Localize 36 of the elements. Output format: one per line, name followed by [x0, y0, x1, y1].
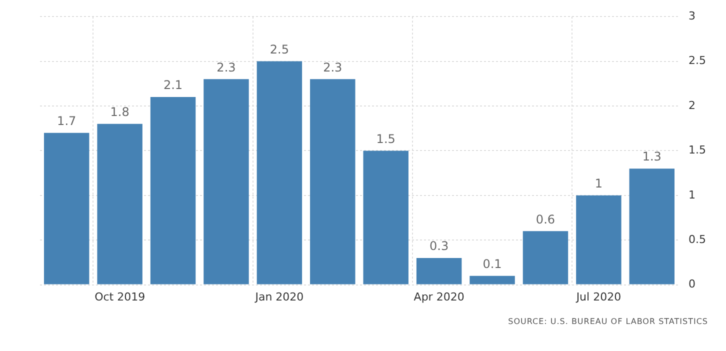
y-tick-label: 2 — [688, 98, 696, 112]
bar — [150, 97, 196, 284]
bar — [204, 79, 249, 284]
data-label: 1.8 — [110, 105, 130, 120]
bar — [576, 195, 622, 284]
data-label: 2.3 — [216, 60, 236, 74]
y-tick-label: 1.5 — [688, 144, 706, 157]
data-label: 0.6 — [536, 212, 556, 226]
data-label: 1.7 — [57, 114, 76, 128]
bar — [416, 258, 462, 284]
y-tick-label: 1 — [688, 188, 696, 202]
data-label: 1.5 — [376, 132, 396, 146]
bar — [363, 150, 408, 284]
x-tick-label: Oct 2019 — [94, 290, 146, 304]
x-tick-label: Jul 2020 — [575, 290, 622, 304]
bar — [522, 231, 568, 284]
bar — [310, 79, 356, 284]
bar — [256, 61, 302, 284]
x-tick-label: Apr 2020 — [414, 290, 464, 304]
x-tick-label: Jan 2020 — [254, 290, 304, 304]
data-label: 2.5 — [270, 42, 289, 56]
y-tick-label: 0 — [688, 278, 696, 291]
bar — [629, 168, 675, 284]
data-label: 1.3 — [642, 150, 662, 164]
y-tick-label: 3 — [688, 9, 696, 22]
data-label: 0.1 — [482, 256, 502, 271]
data-label: 1 — [594, 176, 603, 191]
y-tick-label: 2.5 — [688, 54, 706, 68]
data-label: 0.3 — [430, 239, 449, 254]
bar — [470, 276, 515, 284]
bar — [44, 132, 90, 284]
bar — [97, 124, 142, 284]
source-note: SOURCE: U.S. BUREAU OF LABOR STATISTICS — [508, 317, 708, 326]
y-tick-label: 0.5 — [688, 232, 706, 246]
data-label: 2.3 — [323, 60, 342, 74]
data-label: 2.1 — [163, 78, 183, 92]
